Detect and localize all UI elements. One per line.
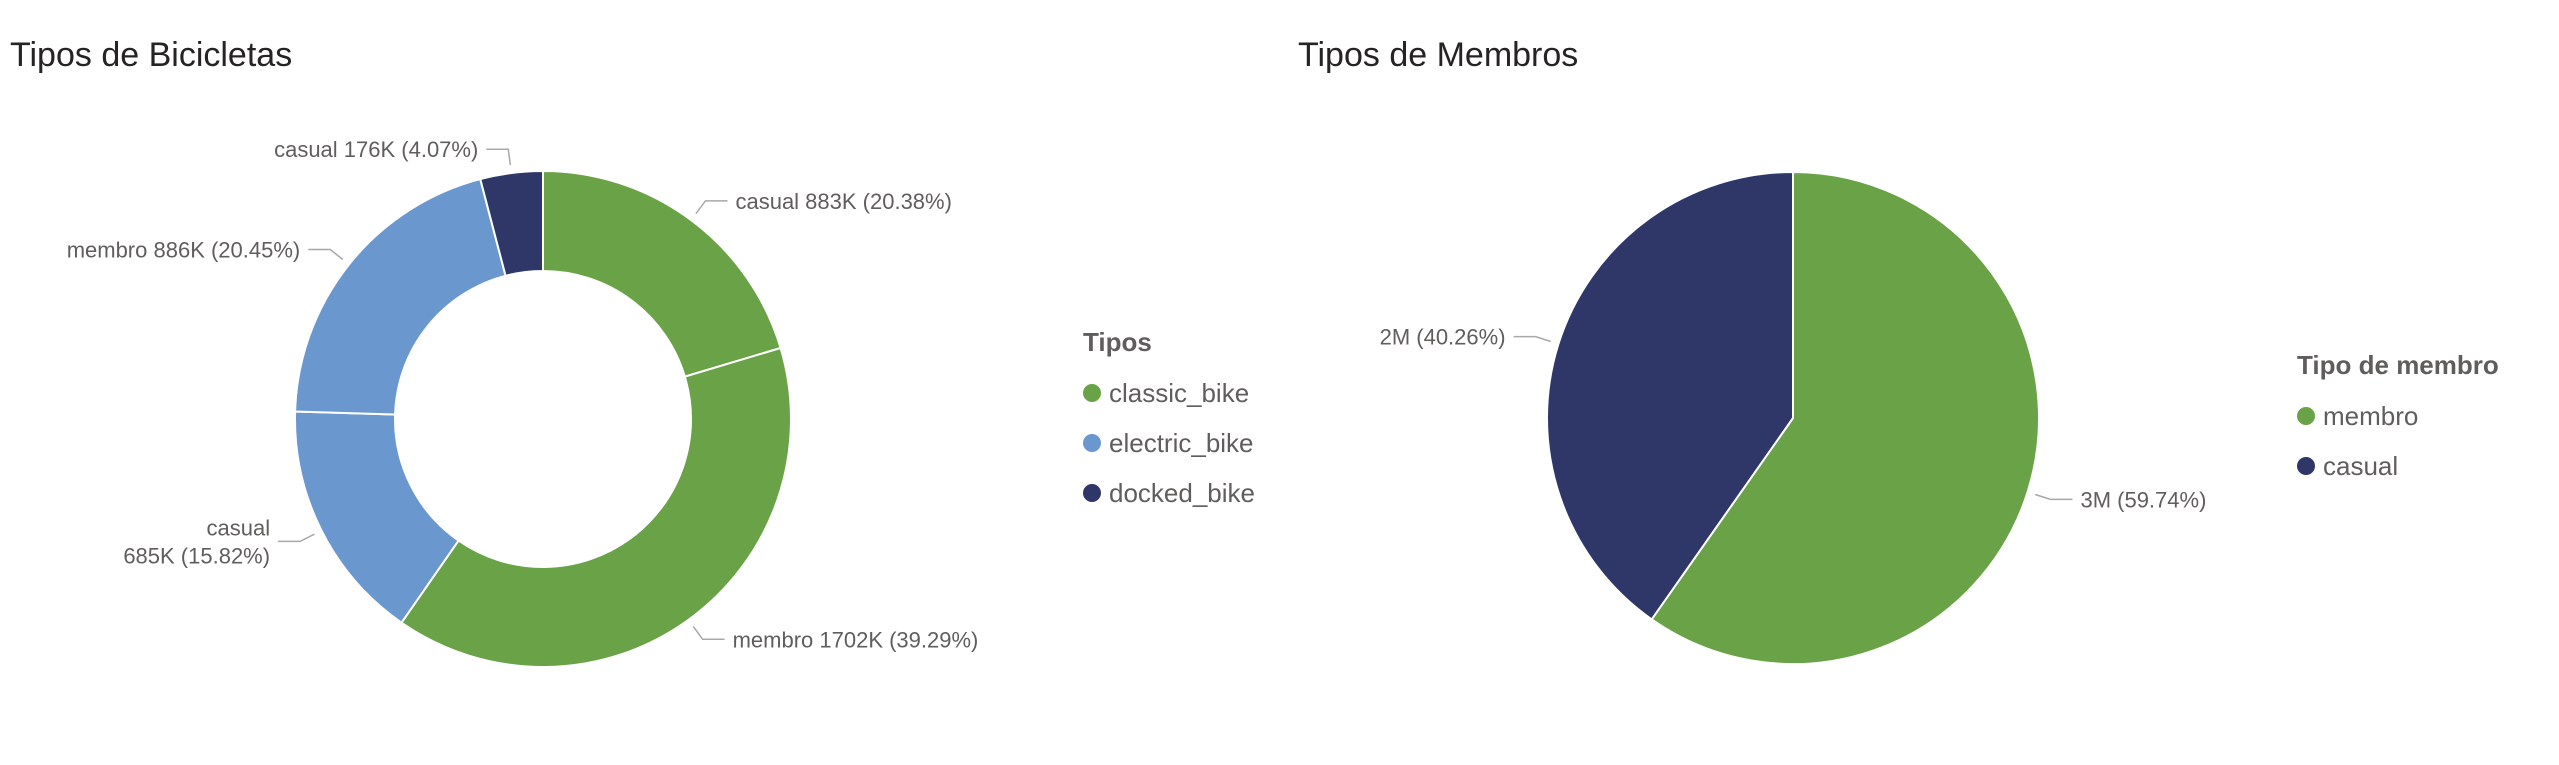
slice-casual[interactable] <box>1546 170 1794 621</box>
leader-line-casual <box>1513 335 1552 343</box>
member-types-legend: Tipo de membro membro casual <box>2297 350 2499 491</box>
legend-label-casual: casual <box>2323 450 2399 481</box>
slice-docked-bike-casual[interactable] <box>479 169 544 278</box>
legend-item-casual[interactable]: casual <box>2297 441 2499 491</box>
member-types-chart-title: Tipos de Membros <box>1298 36 1579 74</box>
bike-types-chart-panel: casual 883K (20.38%) membro 1702K (39.29%… <box>10 36 1255 668</box>
data-label-electric-bike-casual-line-1: casual <box>206 515 270 540</box>
legend-label-classic-bike: classic_bike <box>1109 377 1250 408</box>
legend-item-membro[interactable]: membro <box>2297 391 2499 441</box>
leader-line-classic-bike-casual <box>695 200 728 215</box>
legend-item-classic-bike[interactable]: classic_bike <box>1083 368 1255 418</box>
slice-classic-bike-casual[interactable] <box>542 169 782 378</box>
legend-item-electric-bike[interactable]: electric_bike <box>1083 418 1255 468</box>
data-label-membro: 3M (59.74%) <box>2080 487 2206 512</box>
legend-label-electric-bike: electric_bike <box>1109 427 1254 458</box>
legend-marker-casual <box>2297 457 2315 475</box>
data-label-casual: 2M (40.26%) <box>1380 325 1506 350</box>
bike-types-legend-title: Tipos <box>1083 327 1152 357</box>
leader-line-electric-bike-casual <box>278 533 315 543</box>
legend-marker-membro <box>2297 407 2315 425</box>
member-types-chart-panel: 3M (59.74%) 2M (40.26%) Tipos de Membros … <box>1290 0 2559 765</box>
slice-electric-bike-membro[interactable] <box>294 177 507 416</box>
member-types-legend-title: Tipo de membro <box>2297 350 2499 380</box>
leader-line-electric-bike-membro <box>308 248 344 261</box>
data-label-electric-bike-casual-line-2: 685K (15.82%) <box>123 543 270 568</box>
legend-label-membro: membro <box>2323 400 2419 431</box>
slice-membro[interactable] <box>1650 170 2040 665</box>
leader-line-classic-bike-membro <box>692 625 725 641</box>
legend-marker-electric-bike <box>1083 434 1101 452</box>
bike-types-legend: Tipos classic_bike electric_bike docked_… <box>1083 327 1255 518</box>
legend-marker-classic-bike <box>1083 384 1101 402</box>
bike-types-donut-chart: casual 883K (20.38%) membro 1702K (39.29%… <box>67 137 979 668</box>
data-label-classic-bike-membro: membro 1702K (39.29%) <box>733 627 979 652</box>
member-types-pie-chart: 3M (59.74%) 2M (40.26%) <box>1380 170 2206 665</box>
legend-marker-docked-bike <box>1083 484 1101 502</box>
leader-line-membro <box>2034 493 2073 501</box>
data-label-docked-bike-casual: casual 176K (4.07%) <box>274 137 478 162</box>
leader-line-docked-bike-casual <box>486 148 512 166</box>
legend-label-docked-bike: docked_bike <box>1109 477 1255 508</box>
legend-item-docked-bike[interactable]: docked_bike <box>1083 468 1255 518</box>
data-label-electric-bike-membro: membro 886K (20.45%) <box>67 238 301 263</box>
bike-types-chart-title: Tipos de Bicicletas <box>10 36 293 74</box>
data-label-classic-bike-casual: casual 883K (20.38%) <box>735 189 951 214</box>
slice-classic-bike-membro[interactable] <box>400 346 792 668</box>
